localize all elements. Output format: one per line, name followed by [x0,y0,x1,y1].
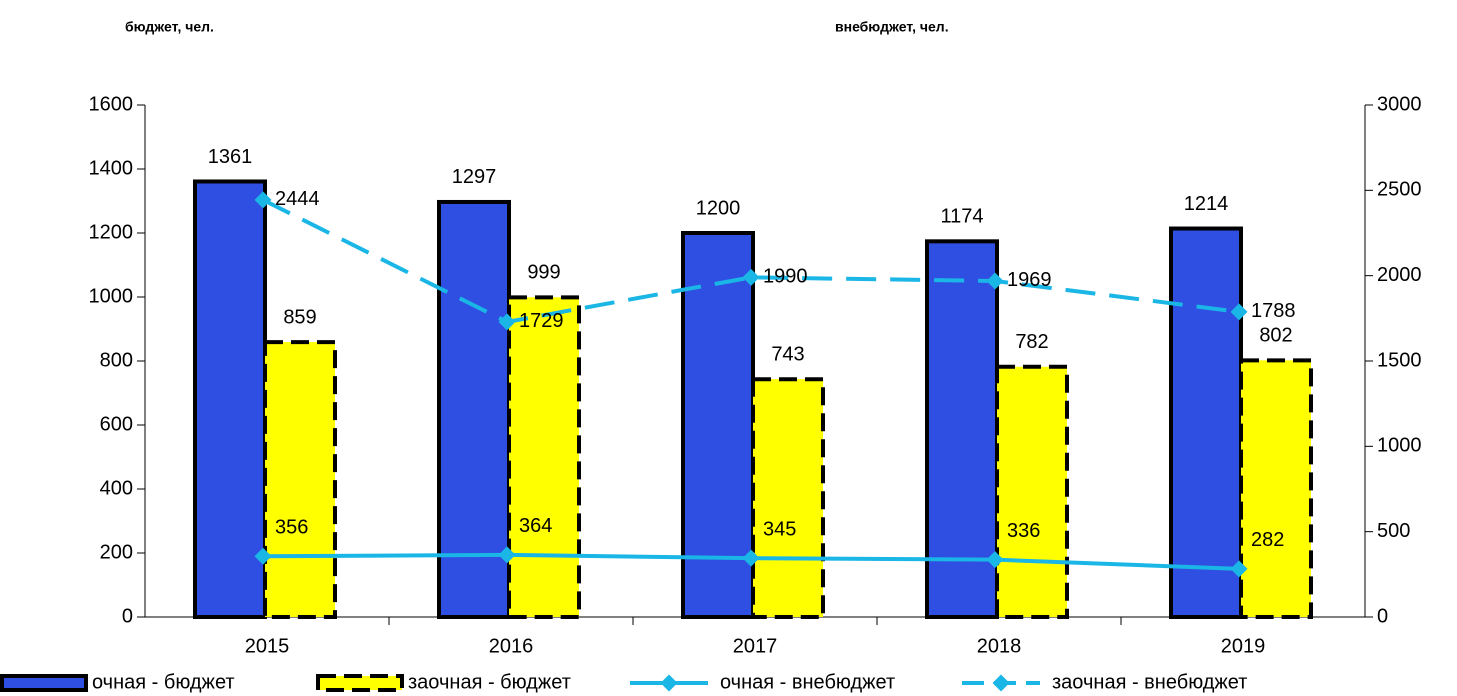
data-label: 782 [1015,331,1048,353]
marker [742,268,760,286]
data-label: 1361 [208,146,253,168]
y-tick-label: 1200 [89,221,134,243]
data-label: 999 [527,262,560,284]
data-label: 1788 [1251,300,1296,322]
bar [1239,358,1313,619]
bar [751,377,825,619]
y-tick-label: 1000 [89,285,134,307]
data-label: 743 [771,344,804,366]
data-label: 859 [283,306,316,328]
y2-tick-label: 0 [1377,605,1388,627]
data-label: 1297 [452,166,497,188]
bar [995,364,1069,620]
legend-swatch [0,674,88,692]
data-label: 802 [1259,325,1292,347]
marker [254,547,272,565]
marker [498,313,516,331]
bar [263,340,337,619]
legend-label: заочная - бюджет [408,671,571,693]
marker [986,272,1004,290]
y2-tick-label: 500 [1377,520,1410,542]
y2-tick-label: 2500 [1377,179,1422,201]
data-label: 2444 [275,188,320,210]
bar [1169,226,1243,620]
data-label: 1174 [940,206,983,228]
marker [498,546,516,564]
data-label: 1990 [763,266,808,288]
y-tick-label: 1600 [89,93,134,115]
y2-axis-title: внебюджет, чел. [835,19,949,35]
data-label: 356 [275,517,308,539]
data-label: 336 [1007,520,1040,542]
data-label: 364 [519,515,552,537]
x-tick-label: 2018 [977,635,1022,657]
bar [681,231,755,619]
y2-tick-label: 1000 [1377,435,1422,457]
data-label: 1729 [519,310,564,332]
legend-label: очная - бюджет [92,671,235,693]
marker [1230,560,1248,578]
x-tick-label: 2015 [245,635,290,657]
x-tick-label: 2016 [489,635,534,657]
legend-marker [992,674,1010,692]
line [262,198,1240,325]
data-label: 345 [763,518,796,540]
marker [986,551,1004,569]
bar [437,199,511,620]
y2-tick-label: 1500 [1377,349,1422,371]
y-tick-label: 200 [100,541,133,563]
x-tick-label: 2019 [1221,635,1266,657]
y-tick-label: 0 [122,605,133,627]
bar [193,179,267,619]
legend-marker [660,674,678,692]
y2-tick-label: 3000 [1377,93,1422,115]
data-label: 1200 [696,197,741,219]
legend-label: заочная - внебюджет [1052,671,1247,693]
data-label: 282 [1251,529,1284,551]
data-label: 1969 [1007,269,1052,291]
bar [925,239,999,619]
x-tick-label: 2017 [733,635,778,657]
bar [507,295,581,619]
marker [254,191,272,209]
data-label: 1214 [1184,193,1229,215]
y-tick-label: 800 [100,349,133,371]
y-tick-label: 1400 [89,157,134,179]
marker [742,549,760,567]
y-axis-title: бюджет, чел. [125,19,214,35]
y-tick-label: 400 [100,477,133,499]
legend-label: очная - внебюджет [720,671,895,693]
y-tick-label: 600 [100,413,133,435]
y2-tick-label: 2000 [1377,264,1422,286]
legend-swatch [316,674,404,692]
